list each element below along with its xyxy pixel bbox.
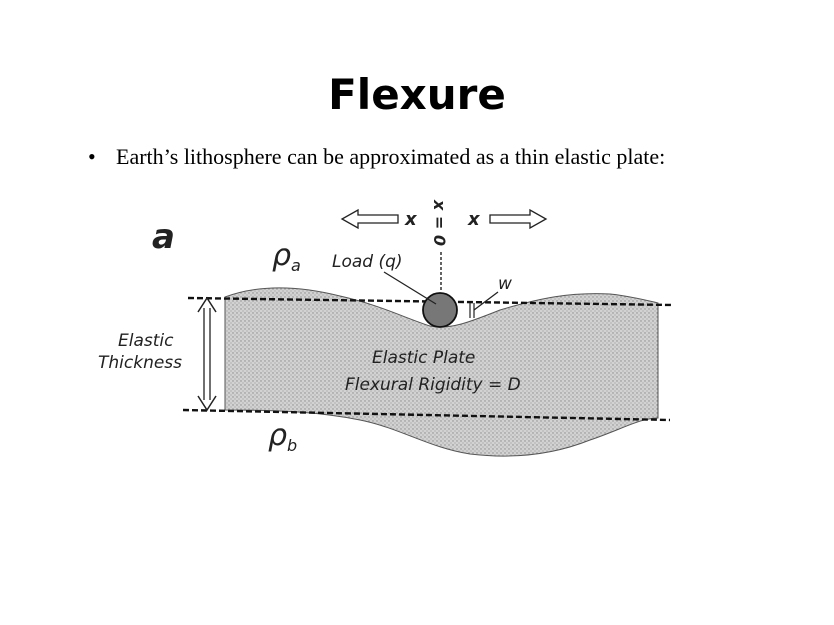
elastic-thickness-label-line1: Elastic: [118, 331, 174, 351]
w-label: w: [498, 274, 512, 294]
bottom-reference-line: [182, 408, 671, 422]
rho-a-subscript: a: [291, 256, 301, 275]
slide-title: Flexure: [328, 70, 506, 119]
bullet-label: Earth’s lithosphere can be approximated …: [116, 144, 666, 169]
w-leader-line: [473, 291, 499, 311]
elastic-plate-shape: [224, 287, 659, 457]
plate-label-line2: Flexural Rigidity = D: [345, 375, 521, 395]
bullet-text: • Earth’s lithosphere can be approximated…: [88, 144, 665, 170]
x-right-label: x: [467, 209, 481, 230]
plate-label-line1: Elastic Plate: [372, 348, 475, 368]
left-x-arrow-icon: [340, 208, 399, 230]
rho-a-label: ρa: [272, 238, 301, 275]
load-circle: [422, 292, 458, 328]
rho-b-subscript: b: [287, 436, 297, 455]
x-zero-label: x = 0: [430, 199, 449, 246]
rho-a-symbol: ρ: [272, 238, 291, 273]
x-left-label: x: [404, 209, 418, 230]
rho-b-symbol: ρ: [268, 418, 287, 453]
load-label: Load (q): [332, 252, 403, 272]
thickness-arrow: [197, 296, 217, 412]
right-x-arrow-icon: [489, 208, 548, 230]
rho-b-label: ρb: [268, 418, 297, 455]
panel-label: a: [152, 217, 175, 257]
elastic-thickness-label-line2: Thickness: [98, 353, 182, 373]
load-leader-line: [383, 271, 437, 305]
bullet-dot: •: [88, 144, 96, 169]
